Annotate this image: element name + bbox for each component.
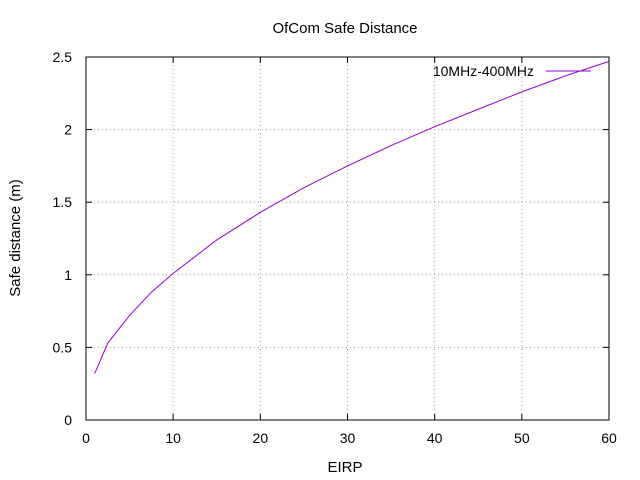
y-tick-labels: 0 0.5 1 1.5 2 2.5 <box>53 49 73 428</box>
y-tick-label: 1.5 <box>53 194 73 210</box>
series-layer <box>94 60 610 374</box>
series-line <box>94 60 610 374</box>
x-tick-label: 40 <box>427 430 443 446</box>
x-tick-labels: 0 10 20 30 40 50 60 <box>82 430 617 446</box>
y-tick-label: 2.5 <box>53 49 73 65</box>
legend-label: 10MHz-400MHz <box>433 63 534 79</box>
x-tick-label: 20 <box>253 430 269 446</box>
x-tick-label: 10 <box>165 430 181 446</box>
x-tick-label: 60 <box>601 430 617 446</box>
legend: 10MHz-400MHz <box>433 63 591 79</box>
y-tick-label: 0 <box>64 412 72 428</box>
x-tick-label: 30 <box>340 430 356 446</box>
y-tick-label: 2 <box>64 122 72 138</box>
x-axis-label: EIRP <box>327 459 362 476</box>
axis-ticks <box>85 56 610 421</box>
chart-title: OfCom Safe Distance <box>272 20 417 37</box>
y-tick-label: 0.5 <box>53 339 73 355</box>
x-tick-label: 50 <box>514 430 530 446</box>
y-tick-label: 1 <box>64 267 72 283</box>
x-tick-label: 0 <box>82 430 90 446</box>
y-axis-label: Safe distance (m) <box>7 179 24 297</box>
grid-lines <box>86 57 609 420</box>
